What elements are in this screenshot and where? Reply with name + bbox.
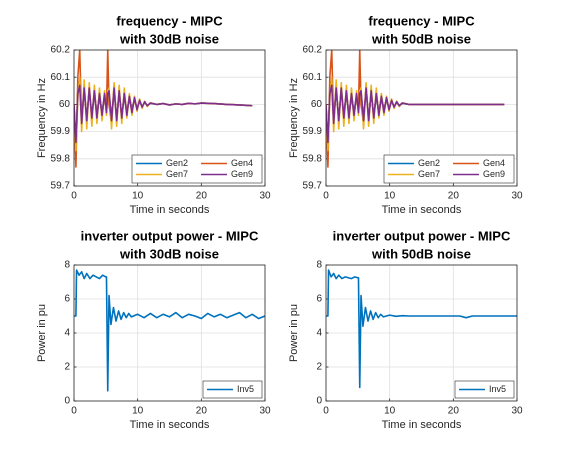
y-tick-label: 59.8 [51, 153, 71, 164]
x-axis-label: Time in seconds [382, 419, 462, 431]
legend-label: Inv5 [237, 384, 254, 394]
y-tick-label: 6 [316, 294, 322, 305]
legend-label: Gen2 [418, 158, 440, 168]
legend-label: Gen2 [166, 158, 188, 168]
y-tick-label: 0 [64, 396, 70, 407]
subplot: inverter output power - MIPC with 30dB no… [36, 228, 271, 430]
y-tick-label: 60.1 [303, 72, 323, 83]
chart-subtitle: with 50dB noise [371, 31, 471, 46]
x-axis-label: Time in seconds [382, 204, 462, 216]
x-tick-label: 20 [196, 406, 208, 417]
subplot: frequency - MIPC with 30dB noise 0 10 20 30 59… [36, 13, 271, 215]
y-tick-label: 60 [59, 99, 71, 110]
series-line [326, 84, 505, 144]
x-tick-label: 30 [511, 191, 523, 202]
x-tick-label: 10 [384, 191, 396, 202]
series-line [74, 269, 265, 392]
y-tick-label: 4 [64, 328, 70, 339]
x-tick-label: 10 [384, 406, 396, 417]
x-tick-label: 30 [259, 406, 271, 417]
x-tick-label: 30 [511, 406, 523, 417]
x-tick-label: 30 [259, 191, 271, 202]
x-tick-label: 0 [323, 406, 329, 417]
legend-label: Gen9 [483, 169, 505, 179]
series-line [74, 84, 253, 144]
legend-label: Gen9 [231, 169, 253, 179]
y-axis-label: Power in pu [288, 304, 300, 362]
subplot: frequency - MIPC with 50dB noise 0 10 20 30 59… [288, 13, 523, 215]
chart-subtitle: with 30dB noise [119, 246, 219, 261]
x-tick-label: 0 [71, 406, 77, 417]
chart-title: inverter output power - MIPC [81, 228, 259, 243]
legend-label: Gen4 [483, 158, 505, 168]
legend-box [131, 154, 263, 184]
axes-box [325, 49, 518, 187]
y-tick-label: 60.1 [51, 72, 71, 83]
y-tick-label: 6 [64, 294, 70, 305]
axes-box [73, 49, 266, 187]
chart-subtitle: with 30dB noise [119, 31, 219, 46]
axes-box [325, 264, 518, 402]
x-axis-label: Time in seconds [130, 204, 210, 216]
chart-subtitle: with 50dB noise [371, 246, 471, 261]
x-tick-label: 0 [323, 191, 329, 202]
y-tick-label: 60 [311, 99, 323, 110]
chart-title: frequency - MIPC [116, 13, 223, 28]
legend-box [383, 154, 515, 184]
y-tick-label: 60.2 [303, 45, 323, 56]
x-tick-label: 10 [132, 406, 144, 417]
chart-title: inverter output power - MIPC [333, 228, 511, 243]
legend: Gen2 Gen4 Gen7 Gen9 [383, 154, 515, 184]
x-tick-label: 20 [448, 191, 460, 202]
y-tick-label: 59.9 [303, 126, 323, 137]
x-tick-label: 20 [196, 191, 208, 202]
legend: Inv5 [454, 380, 515, 399]
y-tick-label: 8 [316, 260, 322, 271]
legend-label: Gen4 [231, 158, 253, 168]
axes-box [73, 264, 266, 402]
y-tick-label: 4 [316, 328, 322, 339]
series-line [326, 269, 517, 389]
legend-label: Gen7 [418, 169, 440, 179]
legend-label: Gen7 [166, 169, 188, 179]
y-tick-label: 59.7 [51, 181, 71, 192]
x-tick-label: 20 [448, 406, 460, 417]
y-tick-label: 2 [316, 362, 322, 373]
y-axis-label: Power in pu [36, 304, 48, 362]
y-tick-label: 60.2 [51, 45, 71, 56]
x-axis-label: Time in seconds [130, 419, 210, 431]
subplot: inverter output power - MIPC with 50dB no… [288, 228, 523, 430]
chart-title: frequency - MIPC [368, 13, 475, 28]
legend: Inv5 [202, 380, 263, 399]
y-axis-label: Frequency in Hz [288, 78, 300, 158]
y-axis-label: Frequency in Hz [36, 78, 48, 158]
legend: Gen2 Gen4 Gen7 Gen9 [131, 154, 263, 184]
x-tick-label: 0 [71, 191, 77, 202]
y-tick-label: 59.8 [303, 153, 323, 164]
y-tick-label: 8 [64, 260, 70, 271]
y-tick-label: 59.7 [303, 181, 323, 192]
y-tick-label: 59.9 [51, 126, 71, 137]
x-tick-label: 10 [132, 191, 144, 202]
y-tick-label: 2 [64, 362, 70, 373]
y-tick-label: 0 [316, 396, 322, 407]
legend-label: Inv5 [489, 384, 506, 394]
